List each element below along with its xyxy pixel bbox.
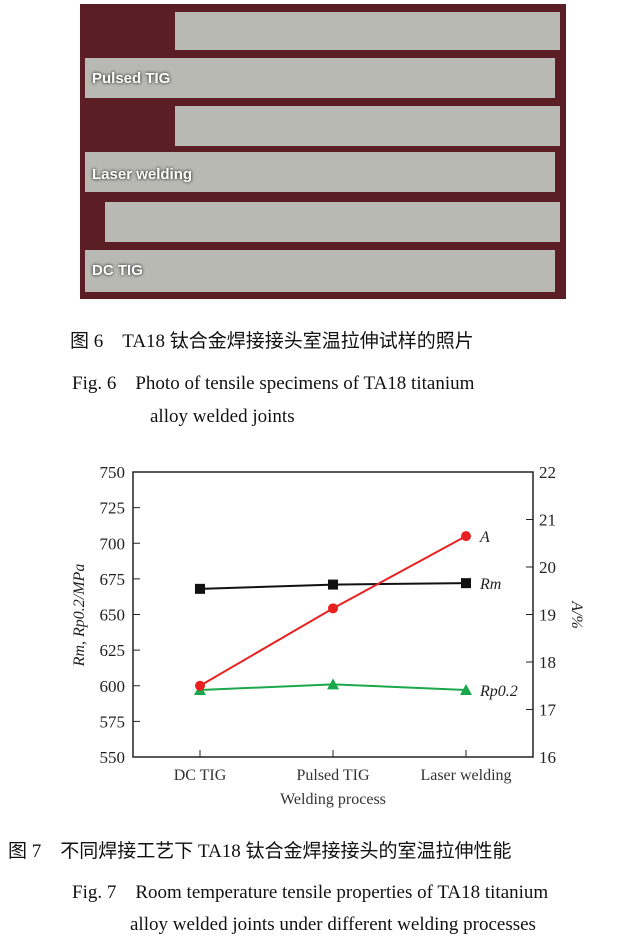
photo-label-pulsed-tig: Pulsed TIG — [92, 70, 171, 87]
marker-triangle — [327, 678, 339, 690]
left-tick-label: 750 — [100, 463, 126, 482]
right-tick-label: 16 — [539, 748, 556, 767]
figure7-caption-en-1: Fig. 7 Room temperature tensile properti… — [72, 882, 549, 903]
left-tick-label: 625 — [100, 641, 126, 660]
right-tick-label: 22 — [539, 463, 556, 482]
figure7-caption-cn: 图 7 不同焊接工艺下 TA18 钛合金焊接接头的室温拉伸性能 — [8, 841, 512, 862]
left-tick-label: 700 — [100, 534, 126, 553]
marker-square — [328, 579, 338, 590]
x-tick-label: Laser welding — [420, 767, 511, 784]
series-label: Rm — [479, 576, 501, 593]
left-tick-label: 725 — [100, 499, 126, 518]
right-tick-label: 21 — [539, 511, 556, 530]
photo-label-dc-tig: DC TIG — [92, 262, 143, 279]
tensile-properties-chart: 550 575 600 625 650 675 700 725 750 16 17 18 19 20 21 2… — [71, 463, 585, 808]
figure6-caption-cn: 图 6 TA18 钛合金焊接接头室温拉伸试样的照片 — [70, 331, 474, 352]
left-tick-label: 575 — [100, 712, 126, 731]
right-tick-label: 18 — [539, 653, 556, 672]
marker-square — [195, 583, 205, 594]
left-tick-label: 550 — [100, 748, 126, 767]
series-label: Rp0.2 — [479, 683, 518, 700]
right-tick-label: 19 — [539, 606, 556, 625]
figure6-caption-en-2: alloy welded joints — [150, 406, 295, 427]
x-tick-label: DC TIG — [174, 767, 227, 784]
marker-circle — [328, 603, 338, 614]
right-tick-label: 20 — [539, 558, 556, 577]
marker-circle — [461, 531, 471, 542]
marker-circle — [195, 680, 205, 691]
photo-label-laser-welding: Laser welding — [92, 166, 193, 183]
left-tick-label: 650 — [100, 606, 126, 625]
plot-frame — [132, 471, 534, 758]
figure7-caption-en-2: alloy welded joints under different weld… — [130, 914, 536, 935]
x-tick-label: Pulsed TIG — [296, 767, 369, 784]
x-axis-label: Welding process — [280, 791, 386, 808]
tensile-specimens-photo: Pulsed TIG Laser welding DC TIG — [80, 4, 566, 299]
figure6-caption-en-1: Fig. 6 Photo of tensile specimens of TA1… — [72, 373, 475, 394]
marker-square — [461, 578, 471, 589]
left-tick-label: 600 — [100, 677, 126, 696]
series-label: A — [479, 529, 490, 546]
right-axis-label: A/% — [568, 600, 585, 629]
marker-triangle — [460, 684, 472, 696]
left-axis-label: Rm, Rp0.2/MPa — [71, 564, 88, 668]
right-tick-label: 17 — [539, 701, 557, 720]
left-tick-label: 675 — [100, 570, 126, 589]
